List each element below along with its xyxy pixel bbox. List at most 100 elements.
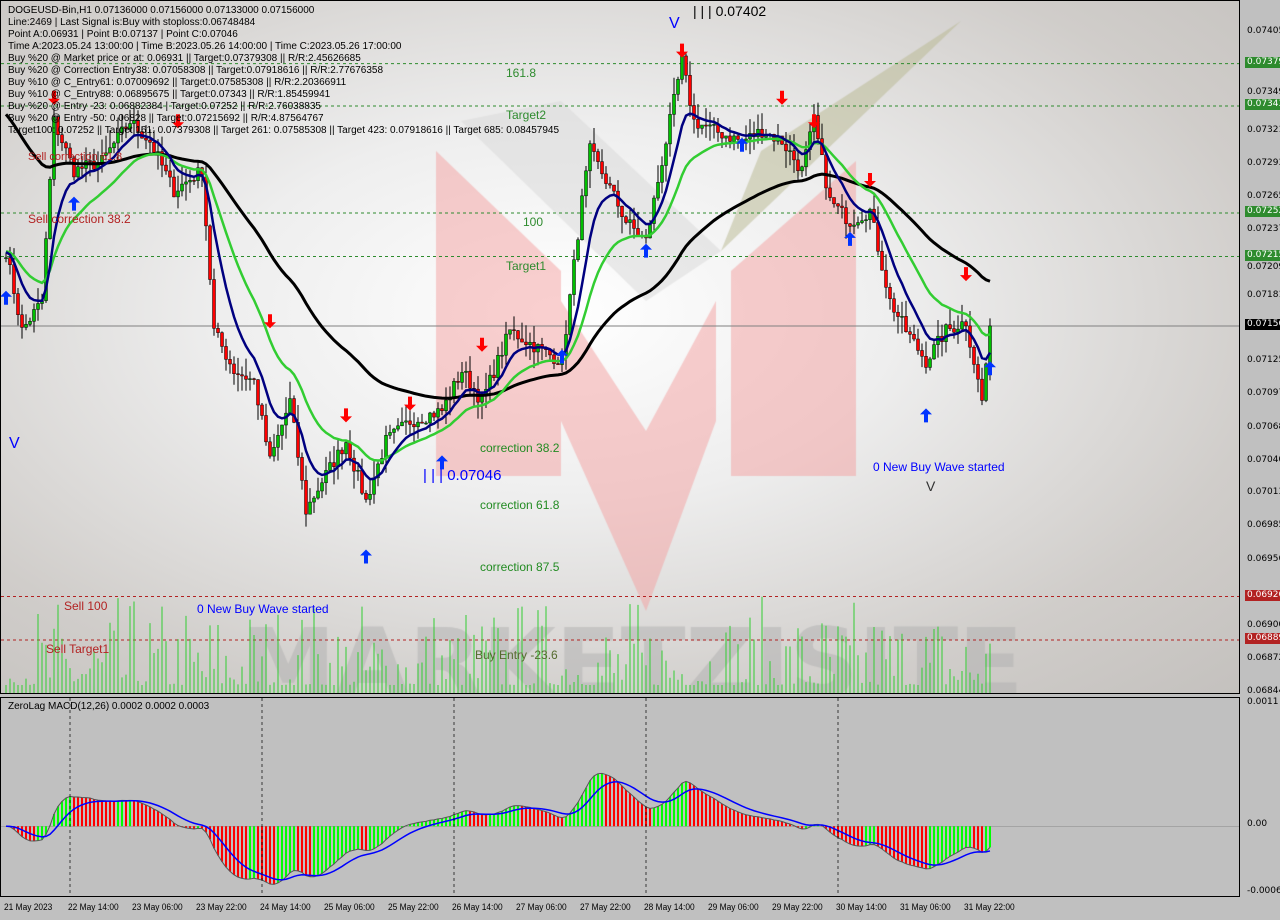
- candle: [604, 166, 608, 190]
- candle-body: [828, 187, 832, 198]
- time-tick-label: 24 May 14:00: [260, 902, 311, 913]
- candle-body: [128, 123, 132, 130]
- macd-panel[interactable]: ZeroLag MACD(12,26) 0.0002 0.0002 0.0003: [0, 697, 1240, 897]
- candle-body: [452, 381, 456, 399]
- candle-body: [844, 207, 848, 225]
- candle-body: [652, 197, 656, 224]
- candle: [668, 102, 672, 157]
- candle-body: [80, 166, 84, 169]
- candle: [128, 109, 132, 133]
- candle: [516, 330, 520, 349]
- price-tick-label: 0.07068: [1247, 422, 1280, 433]
- candle-body: [312, 497, 316, 503]
- candle: [264, 403, 268, 446]
- candle: [276, 424, 280, 461]
- candle: [948, 309, 952, 331]
- candle-body: [20, 314, 24, 328]
- time-tick-label: 23 May 06:00: [132, 902, 183, 913]
- candle-body: [216, 328, 220, 333]
- price-axis[interactable]: 0.07405 0.07379 0.073490.07343 0.07321 0.072…: [1240, 0, 1280, 897]
- candle-body: [184, 181, 188, 185]
- candle: [4, 252, 8, 263]
- candle: [228, 350, 232, 374]
- price-chart[interactable]: DOGEUSD-Bin,H1 0.07136000 0.07156000 0.0…: [0, 0, 1240, 694]
- candle-body: [220, 332, 224, 347]
- price-tick-label: 0.06889: [1245, 633, 1280, 645]
- candle: [500, 341, 504, 369]
- buy-arrow-icon: [68, 196, 80, 211]
- candle: [520, 322, 524, 343]
- candle-body: [868, 208, 872, 220]
- candle: [432, 410, 436, 421]
- macd-tick-label: 0.00: [1247, 819, 1268, 830]
- candle-body: [432, 412, 436, 418]
- price-tick-label: 0.07405: [1247, 26, 1280, 36]
- candle: [540, 337, 544, 361]
- symbol-line: DOGEUSD-Bin,H1 0.07136000 0.07156000 0.0…: [8, 5, 315, 16]
- candle: [368, 479, 372, 506]
- info-line: Buy %20 @ Entry -23: 0.06882384 | Target…: [8, 101, 321, 112]
- candle: [68, 143, 72, 164]
- candle-body: [232, 363, 236, 374]
- candle-body: [508, 329, 512, 335]
- level-label: 100: [523, 215, 544, 229]
- candle: [72, 155, 76, 181]
- candle-body: [12, 264, 16, 294]
- candle: [312, 496, 316, 513]
- candle: [436, 402, 440, 429]
- candle: [736, 132, 740, 149]
- buy-arrow-icon: [640, 243, 652, 258]
- candle: [620, 205, 624, 234]
- candle-body: [512, 329, 516, 331]
- candle-body: [952, 328, 956, 333]
- candle: [684, 53, 688, 83]
- candle-body: [960, 321, 964, 330]
- candle-body: [328, 462, 332, 471]
- macd-title: ZeroLag MACD(12,26) 0.0002 0.0002 0.0003: [8, 701, 210, 712]
- candle: [956, 315, 960, 344]
- candle: [840, 194, 844, 219]
- candle-body: [860, 220, 864, 223]
- candle: [832, 197, 836, 208]
- candle-body: [356, 469, 360, 472]
- candle-body: [416, 421, 420, 428]
- candle-body: [304, 480, 308, 515]
- candle: [224, 338, 228, 371]
- candle-body: [856, 222, 860, 226]
- candle-body: [976, 364, 980, 380]
- candle-body: [760, 128, 764, 138]
- candle-body: [16, 293, 20, 315]
- candle: [292, 395, 296, 424]
- candle-body: [552, 354, 556, 364]
- candle-body: [112, 142, 116, 149]
- candle-body: [404, 420, 408, 423]
- candle-body: [424, 422, 428, 425]
- candle: [912, 324, 916, 342]
- price-tick-label: 0.06926: [1245, 589, 1280, 601]
- candle-body: [684, 55, 688, 76]
- price-tick-label: 0.07252: [1245, 206, 1280, 217]
- candle-body: [340, 449, 344, 455]
- candle-body: [904, 316, 908, 332]
- candle-body: [572, 259, 576, 295]
- candle-body: [396, 425, 400, 430]
- candle-body: [580, 195, 584, 241]
- point-top-label: | | | 0.07402: [693, 3, 767, 19]
- candle-body: [208, 225, 212, 280]
- candle: [908, 327, 912, 344]
- candle: [308, 488, 312, 515]
- candle-body: [916, 338, 920, 351]
- candle-body: [800, 166, 804, 172]
- candle: [192, 176, 196, 185]
- sell-arrow-icon: [404, 396, 416, 411]
- candle-body: [440, 408, 444, 412]
- candle-body: [728, 135, 732, 142]
- candle-body: [680, 55, 684, 80]
- sell-arrow-icon: [864, 173, 876, 188]
- time-axis[interactable]: 21 May 2023 22 May 14:00 23 May 06:00 23 Ma…: [0, 897, 1240, 920]
- candle: [32, 303, 36, 333]
- sell-arrow-icon: [340, 408, 352, 423]
- candle: [160, 136, 164, 178]
- candle: [700, 124, 704, 135]
- candle: [112, 141, 116, 154]
